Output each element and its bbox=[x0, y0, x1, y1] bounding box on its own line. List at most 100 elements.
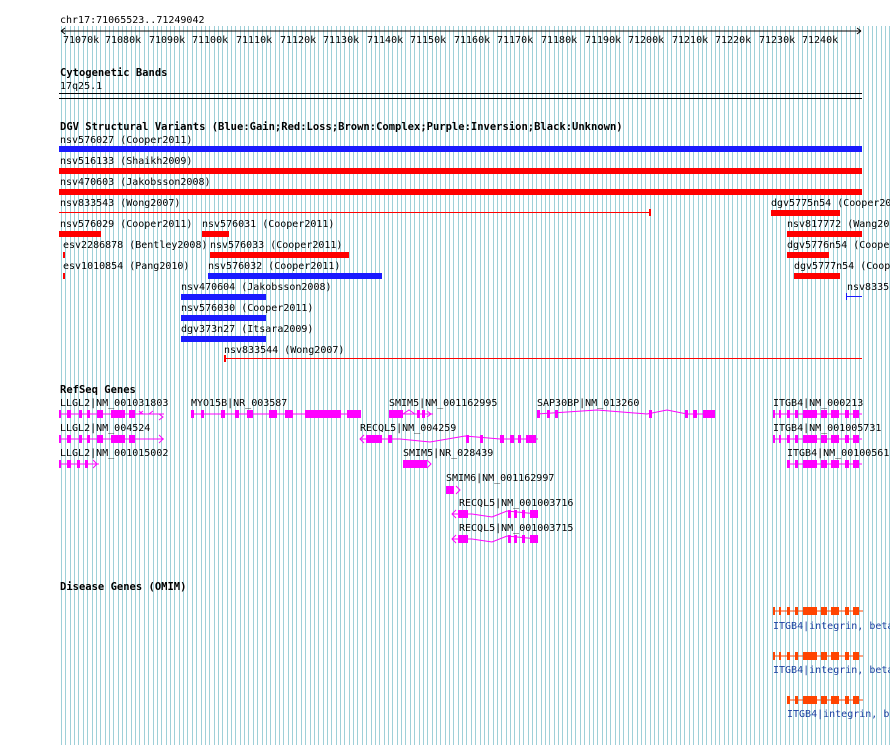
variant-bar-loss[interactable] bbox=[63, 252, 65, 258]
omim-track-title: Disease Genes (OMIM) bbox=[60, 581, 187, 593]
variant-bar-loss[interactable] bbox=[63, 273, 65, 279]
variant-bar-loss[interactable] bbox=[787, 252, 829, 258]
ruler-tick: 71190k bbox=[585, 35, 622, 46]
variant-label: esv2286878 (Bentley2008) bbox=[63, 240, 208, 251]
gene-model-itgb4[interactable] bbox=[787, 458, 863, 470]
gene-model-itgb4[interactable] bbox=[773, 408, 863, 420]
cytoband-label: 17q25.1 bbox=[60, 81, 103, 92]
gene-model-smim6[interactable] bbox=[446, 484, 466, 496]
ruler-tick: 71120k bbox=[280, 35, 317, 46]
variant-label: nsv470604 (Jakobsson2008) bbox=[181, 282, 332, 293]
omim-gene-model[interactable] bbox=[773, 650, 865, 662]
variant-bar-gain[interactable] bbox=[208, 273, 382, 279]
variant-label: dgv5775n54 (Cooper20 bbox=[771, 198, 890, 209]
gene-label: ITGB4|NM_001005731 bbox=[773, 423, 882, 434]
gene-model-recql5[interactable] bbox=[359, 433, 540, 445]
variant-bar-loss[interactable] bbox=[210, 252, 349, 258]
variant-label: nsv576032 (Cooper2011) bbox=[208, 261, 341, 272]
variant-label: dgv5776n54 (Cooper bbox=[787, 240, 890, 251]
gene-label: SMIM5|NR_028439 bbox=[403, 448, 494, 459]
variant-bar-loss[interactable] bbox=[59, 168, 862, 174]
variant-bar-gain[interactable] bbox=[181, 294, 266, 300]
variant-end-mark bbox=[224, 355, 226, 362]
gene-label: SMIM6|NM_001162997 bbox=[446, 473, 555, 484]
gene-label: LLGL2|NM_001031803 bbox=[60, 398, 169, 409]
variant-line-loss[interactable] bbox=[59, 212, 650, 213]
gene-model-smim5[interactable] bbox=[403, 458, 433, 470]
variant-bar-gain[interactable] bbox=[181, 315, 266, 321]
variant-bar-loss[interactable] bbox=[794, 273, 840, 279]
gene-label: RECQL5|NM_001003715 bbox=[459, 523, 574, 534]
omim-gene-model[interactable] bbox=[773, 605, 865, 617]
gene-label: LLGL2|NM_001015002 bbox=[60, 448, 169, 459]
variant-bar-loss[interactable] bbox=[202, 231, 229, 237]
variant-label: esv1010854 (Pang2010) bbox=[63, 261, 190, 272]
variant-bar-loss[interactable] bbox=[59, 189, 862, 195]
omim-gene-model[interactable] bbox=[787, 694, 865, 706]
variant-bar-loss[interactable] bbox=[787, 231, 862, 237]
gene-label: RECQL5|NM_001003716 bbox=[459, 498, 574, 509]
gene-model-recql5[interactable] bbox=[451, 533, 540, 545]
variant-line-loss[interactable] bbox=[224, 358, 862, 359]
ruler-tick: 71160k bbox=[454, 35, 491, 46]
cytoband-track-title: Cytogenetic Bands bbox=[60, 67, 168, 79]
refseq-track-title: RefSeq Genes bbox=[60, 384, 136, 396]
variant-label: nsv576030 (Cooper2011) bbox=[181, 303, 314, 314]
ruler-tick: 71180k bbox=[541, 35, 578, 46]
omim-label: ITGB4|integrin, beta bbox=[773, 621, 890, 632]
ruler-tick: 71130k bbox=[323, 35, 360, 46]
gene-model-llgl2[interactable] bbox=[59, 458, 104, 470]
dgv-track-title: DGV Structural Variants (Blue:Gain;Red:L… bbox=[60, 121, 623, 133]
variant-label: dgv5777n54 (Coop bbox=[794, 261, 890, 272]
gene-label: ITGB4|NM_00100561 bbox=[787, 448, 890, 459]
variant-bar-gain[interactable] bbox=[181, 336, 266, 342]
variant-label: nsv8335 bbox=[847, 282, 890, 293]
variant-label: nsv576029 (Cooper2011) bbox=[60, 219, 193, 230]
gene-label: SAP30BP|NM_013260 bbox=[537, 398, 640, 409]
ruler-position: chr17:71065523..71249042 bbox=[60, 15, 205, 26]
gene-model-recql5[interactable] bbox=[451, 508, 540, 520]
omim-label: ITGB4|integrin, be bbox=[787, 709, 890, 720]
ruler-tick: 71150k bbox=[410, 35, 447, 46]
variant-label: nsv576031 (Cooper2011) bbox=[202, 219, 335, 230]
variant-label: nsv576027 (Cooper2011) bbox=[60, 135, 193, 146]
ruler-axis[interactable] bbox=[59, 26, 863, 36]
gene-model-llgl2[interactable] bbox=[59, 433, 169, 445]
ruler-tick: 71100k bbox=[192, 35, 229, 46]
gene-model-sap30bp[interactable] bbox=[536, 408, 717, 420]
gene-model-llgl2[interactable] bbox=[59, 408, 169, 421]
ruler-tick: 71220k bbox=[715, 35, 752, 46]
ruler-tick: 71080k bbox=[105, 35, 142, 46]
gene-label: SMIM5|NM_001162995 bbox=[389, 398, 498, 409]
cytoband-line[interactable] bbox=[59, 98, 862, 99]
variant-bar-loss[interactable] bbox=[771, 210, 840, 216]
ruler-tick: 71200k bbox=[628, 35, 665, 46]
ruler-tick: 71090k bbox=[149, 35, 186, 46]
variant-label: nsv470603 (Jakobsson2008) bbox=[60, 177, 211, 188]
gene-label: ITGB4|NM_000213 bbox=[773, 398, 864, 409]
variant-label: nsv516133 (Shaikh2009) bbox=[60, 156, 193, 167]
variant-label: dgv373n27 (Itsara2009) bbox=[181, 324, 314, 335]
variant-end-mark bbox=[846, 293, 847, 300]
variant-label: nsv833544 (Wong2007) bbox=[224, 345, 345, 356]
ruler-tick: 71140k bbox=[367, 35, 404, 46]
ruler-tick: 71170k bbox=[497, 35, 534, 46]
variant-line-gain[interactable] bbox=[847, 296, 862, 297]
ruler-tick: 71240k bbox=[802, 35, 839, 46]
variant-label: nsv817772 (Wang200 bbox=[787, 219, 890, 230]
variant-label: nsv833543 (Wong2007) bbox=[60, 198, 181, 209]
omim-label: ITGB4|integrin, beta bbox=[773, 665, 890, 676]
gene-model-smim5[interactable] bbox=[389, 408, 439, 420]
variant-bar-gain[interactable] bbox=[59, 146, 862, 152]
ruler-tick: 71210k bbox=[672, 35, 709, 46]
gene-label: MYO15B|NR_003587 bbox=[191, 398, 288, 409]
gene-label: LLGL2|NM_004524 bbox=[60, 423, 151, 434]
ruler-tick: 71110k bbox=[236, 35, 273, 46]
cytoband-line[interactable] bbox=[59, 93, 862, 94]
gene-model-itgb4[interactable] bbox=[773, 433, 863, 445]
gene-model-myo15b[interactable] bbox=[191, 408, 366, 420]
variant-label: nsv576033 (Cooper2011) bbox=[210, 240, 343, 251]
gene-label: RECQL5|NM_004259 bbox=[360, 423, 457, 434]
variant-bar-loss[interactable] bbox=[59, 231, 101, 237]
